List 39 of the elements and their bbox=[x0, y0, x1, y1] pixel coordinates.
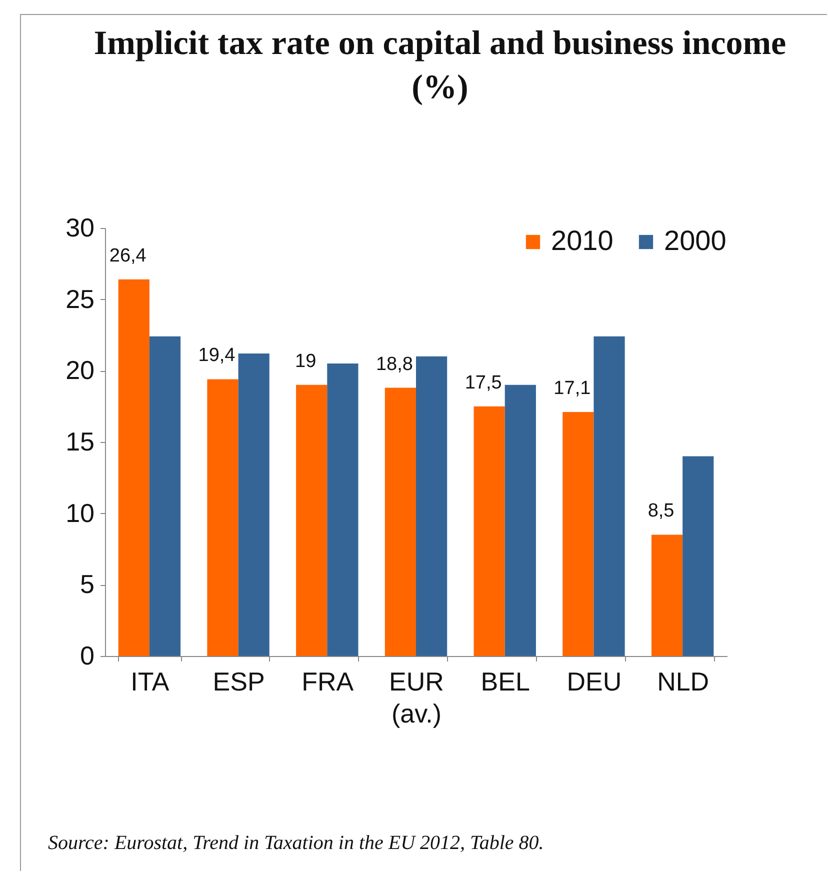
y-tick-label: 5 bbox=[80, 569, 94, 600]
bar bbox=[504, 384, 536, 656]
bar bbox=[118, 279, 150, 656]
data-label: 17,1 bbox=[554, 378, 591, 400]
x-tick-label: BEL bbox=[480, 666, 530, 696]
bar bbox=[207, 379, 238, 656]
bar bbox=[416, 356, 448, 656]
legend-label: 2010 bbox=[551, 225, 614, 256]
source-note: Source: Eurostat, Trend in Taxation in the EU 2012, Table 80. bbox=[48, 832, 544, 855]
bar bbox=[682, 456, 714, 656]
legend-label: 2000 bbox=[664, 225, 726, 256]
bar bbox=[238, 354, 270, 656]
y-tick-label: 10 bbox=[66, 498, 94, 528]
y-tick-label: 0 bbox=[80, 640, 94, 670]
data-label: 19,4 bbox=[198, 345, 236, 366]
bar bbox=[384, 388, 416, 656]
bar bbox=[149, 336, 181, 656]
data-label: 18,8 bbox=[376, 354, 413, 375]
y-tick-label: 30 bbox=[66, 212, 94, 242]
bar bbox=[651, 534, 683, 656]
y-tick-label: 25 bbox=[66, 284, 94, 314]
bar bbox=[594, 336, 625, 656]
x-tick-label: EUR (av.) bbox=[389, 666, 444, 728]
x-tick-label: ITA bbox=[130, 666, 170, 696]
data-label: 17,5 bbox=[464, 372, 502, 394]
bar bbox=[562, 412, 594, 656]
data-label: 26,4 bbox=[109, 245, 147, 266]
chart-title: Implicit tax rate on capital and business income (%) bbox=[92, 24, 788, 108]
y-tick-label: 20 bbox=[66, 355, 94, 386]
bar bbox=[327, 364, 358, 656]
bar bbox=[474, 406, 505, 656]
bar bbox=[296, 384, 328, 656]
data-label: 19 bbox=[295, 350, 316, 372]
data-label: 8,5 bbox=[648, 500, 674, 522]
x-tick-label: ESP bbox=[212, 666, 265, 696]
x-tick-label: DEU bbox=[566, 666, 622, 696]
y-tick-label: 15 bbox=[66, 426, 94, 456]
x-tick-label: NLD bbox=[657, 666, 710, 696]
x-tick-label: FRA bbox=[302, 666, 354, 696]
